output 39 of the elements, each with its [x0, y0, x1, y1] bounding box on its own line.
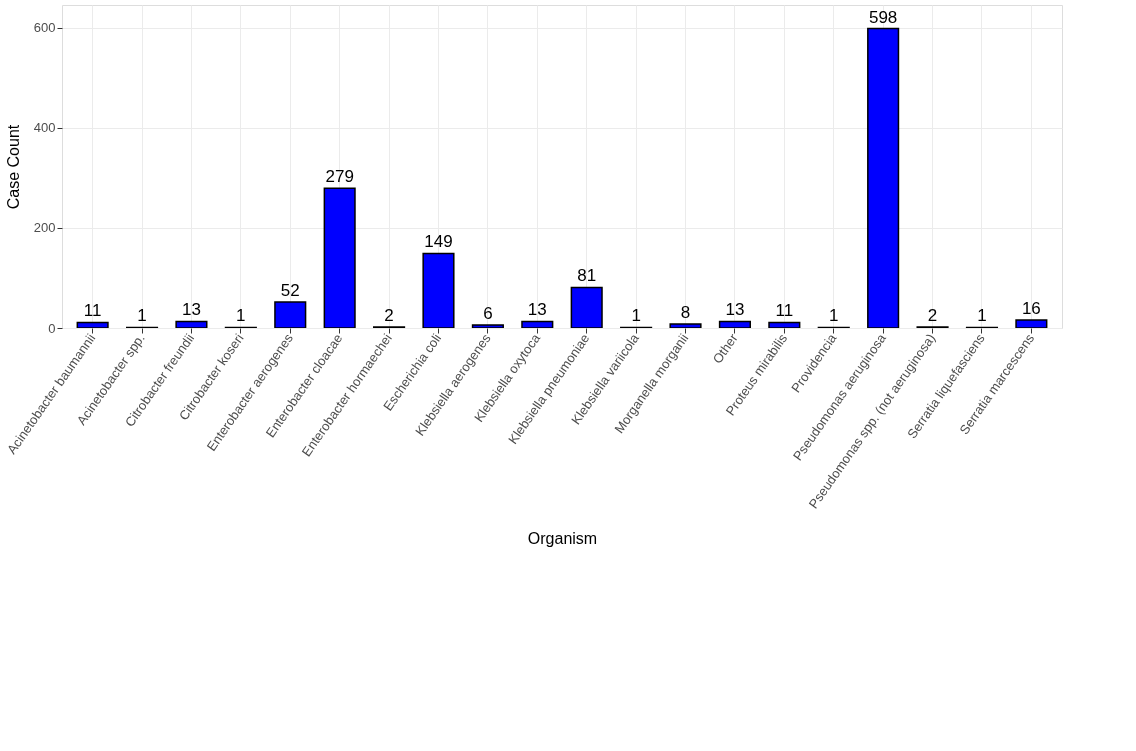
- data-label: 2: [927, 306, 938, 325]
- y-tick-label: 400: [33, 120, 56, 136]
- y-axis-title: Case Count: [4, 124, 22, 210]
- data-label: 598: [868, 7, 898, 27]
- data-label: 6: [483, 304, 493, 323]
- bar: [570, 286, 603, 328]
- data-label: 11: [83, 301, 102, 321]
- data-label: 1: [977, 306, 987, 326]
- bar: [718, 320, 751, 328]
- data-label: 1: [236, 306, 246, 326]
- x-axis-title: Organism: [527, 530, 598, 548]
- data-label: 11: [775, 301, 794, 321]
- data-label: 52: [280, 280, 300, 300]
- y-tick-label: 0: [48, 320, 56, 336]
- data-label: 13: [181, 300, 201, 320]
- data-label: 81: [577, 266, 597, 286]
- y-tick-label: 200: [33, 220, 56, 236]
- bar: [274, 301, 307, 328]
- bar: [1015, 319, 1048, 328]
- bar: [867, 27, 900, 328]
- data-label: 2: [384, 306, 394, 325]
- bar: [521, 320, 554, 328]
- data-label: 279: [325, 167, 354, 187]
- bar: [76, 321, 109, 328]
- data-label: 149: [424, 232, 453, 252]
- data-label: 8: [680, 302, 691, 322]
- bar: [175, 320, 208, 328]
- data-label: 1: [631, 306, 641, 326]
- data-label: 13: [725, 300, 745, 320]
- bar: [422, 252, 455, 328]
- bar: [471, 324, 504, 328]
- data-label: 1: [829, 306, 839, 326]
- bar: [323, 187, 356, 328]
- data-label: 1: [137, 306, 147, 326]
- y-tick-label: 600: [33, 20, 56, 36]
- bar: [768, 321, 801, 328]
- data-label: 16: [1021, 298, 1041, 318]
- data-label: 13: [527, 300, 547, 320]
- bar: [669, 323, 702, 328]
